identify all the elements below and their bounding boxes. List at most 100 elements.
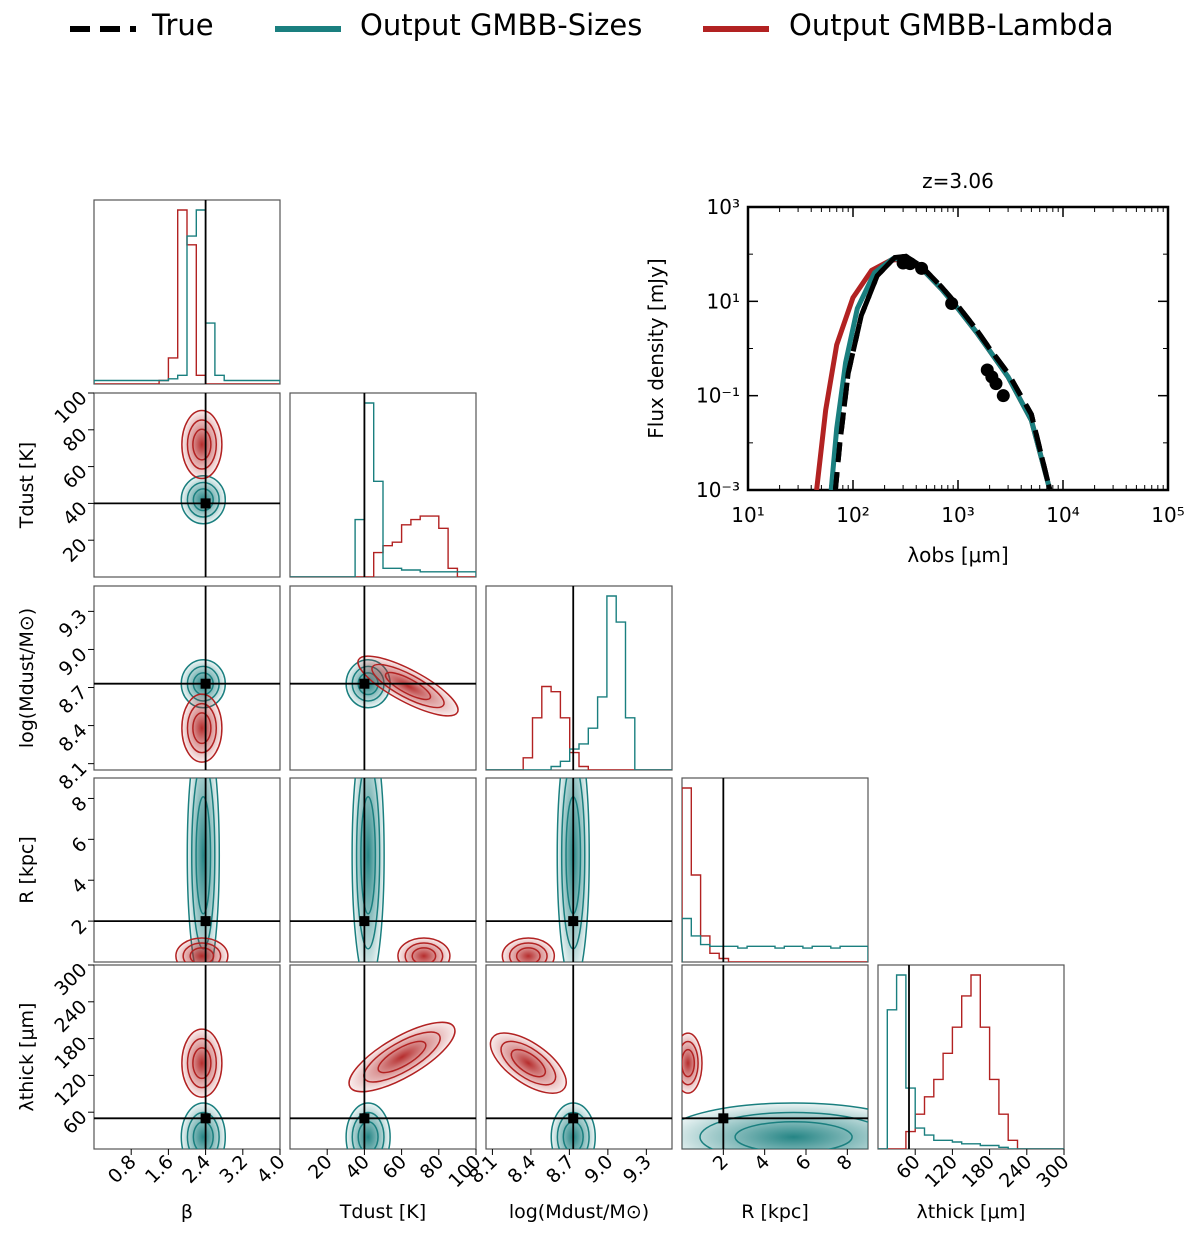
contour-sizes-beta-lthick-contour [180, 1102, 227, 1149]
contour-lambda-tdust-r-contour [397, 937, 451, 962]
panel-1-3 [290, 778, 476, 962]
xtick-label-lthick: 240 [995, 1151, 1036, 1192]
panel-2-2 [486, 586, 672, 770]
contour-lambda-tdust-r-fill [397, 938, 450, 962]
panel-0-2 [94, 586, 280, 770]
sed-ytick-label: 10⁻¹ [696, 384, 740, 408]
panel-3-3 [682, 778, 868, 962]
sed-data-point [989, 377, 1003, 391]
contour-lambda-mdust-r-contour [515, 947, 541, 962]
sed-data-point [903, 257, 917, 271]
ytick-label-lthick: 120 [50, 1069, 91, 1110]
hist-sizes-beta [94, 209, 280, 384]
ytick-label-tdust: 80 [59, 424, 92, 457]
panel-frame-beta-mdust [93, 585, 281, 771]
sed-series-output-gmbb-sizes [828, 256, 1053, 490]
xtick-label-r: 4 [750, 1151, 774, 1175]
ytick-label-r: 6 [67, 833, 91, 857]
panel-1-1 [290, 393, 476, 577]
hist-sizes-mdust [486, 595, 672, 770]
sed-series-output-gmbb-lambda [814, 256, 1053, 490]
contour-lambda-beta-r-contour [189, 947, 215, 962]
ytick-label-r: 2 [67, 915, 91, 939]
sed-ytick-label: 10³ [707, 195, 740, 219]
contour-sizes-r-lthick-fill [682, 1103, 868, 1149]
contour-lambda-tdust-mdust-contour [384, 671, 432, 701]
sed-xtick-label: 10⁴ [1046, 503, 1079, 527]
xlabel-r: R [kpc] [741, 1201, 809, 1223]
sed-data-point [915, 261, 929, 275]
contour-sizes-tdust-r-contour [355, 778, 381, 950]
ytick-label-tdust: 40 [59, 497, 92, 530]
hist-sizes-lthick [878, 974, 1064, 1149]
contour-lambda-mdust-lthick-contour [500, 1040, 557, 1086]
xtick-label-r: 8 [833, 1151, 857, 1175]
xtick-label-beta: 0.8 [104, 1151, 141, 1188]
contour-sizes-tdust-r-contour [351, 778, 385, 962]
contour-sizes-beta-r-contour [186, 778, 221, 962]
panel-2-4 [486, 965, 672, 1149]
panel-frame-tdust-mdust [289, 585, 477, 771]
contour-lambda-beta-lthick-contour [181, 1028, 223, 1098]
truth-marker [359, 916, 370, 927]
ytick-label-r: 8 [67, 792, 91, 816]
truth-marker [200, 916, 211, 927]
panel-2-3 [486, 778, 672, 962]
ytick-label-mdust: 8.7 [55, 681, 92, 718]
panel-frame-tdust-r [289, 777, 477, 963]
contour-sizes-beta-tdust-contour [192, 488, 214, 512]
ytick-label-r: 4 [67, 874, 91, 898]
xtick-label-mdust: 8.4 [504, 1151, 541, 1188]
contour-lambda-mdust-lthick-fill [490, 1033, 567, 1094]
sed-ylabel: Flux density [mJy] [644, 258, 668, 438]
xtick-label-tdust: 20 [304, 1151, 337, 1184]
ytick-label-mdust: 9.3 [55, 605, 92, 642]
sed-data-point [996, 389, 1010, 403]
contour-lambda-beta-tdust-contour [186, 419, 218, 470]
xlabel-beta: β [181, 1201, 193, 1223]
panel-0-0 [94, 200, 280, 384]
legend-lambda-label: Output GMBB-Lambda [789, 8, 1114, 42]
truth-marker [200, 1113, 211, 1124]
contour-lambda-mdust-lthick-contour [510, 1048, 547, 1078]
sed-ytick-label: 10⁻³ [696, 478, 740, 502]
xtick-label-lthick: 60 [892, 1151, 925, 1184]
contour-lambda-tdust-lthick-contour [348, 1021, 456, 1093]
truth-marker [200, 498, 211, 509]
ytick-label-tdust: 20 [59, 534, 92, 567]
truth-marker [359, 678, 370, 689]
truth-marker [359, 1113, 370, 1124]
contour-lambda-r-lthick-contour [682, 1032, 703, 1094]
hist-lambda-tdust [290, 515, 476, 577]
legend-true-swatch [70, 26, 136, 32]
hist-frame-beta [93, 199, 281, 385]
contour-lambda-r-lthick-contour [682, 1048, 696, 1078]
panel-1-2 [290, 586, 476, 770]
legend-sizes-label: Output GMBB-Sizes [360, 8, 643, 42]
sed-xlabel: λobs [μm] [907, 543, 1008, 567]
contour-lambda-beta-mdust-contour [186, 702, 218, 754]
legend-sizes-swatch [275, 26, 341, 32]
sed-plot-frame [746, 205, 1170, 492]
truth-marker [568, 1113, 579, 1124]
contour-lambda-tdust-r-contour [411, 947, 437, 962]
contour-sizes-r-lthick-contour [734, 1120, 853, 1149]
contour-lambda-beta-r-contour [175, 937, 229, 962]
contour-lambda-tdust-mdust-fill [357, 656, 459, 716]
contour-lambda-beta-tdust-contour [181, 409, 223, 480]
xtick-label-beta: 3.2 [215, 1151, 252, 1188]
sed-ytick-label: 10¹ [707, 289, 740, 313]
contour-sizes-tdust-lthick-contour [345, 1102, 391, 1149]
sed-xtick-label: 10³ [941, 503, 974, 527]
truth-marker [568, 916, 579, 927]
contour-lambda-r-lthick-contour [682, 1040, 699, 1086]
truth-marker [718, 1113, 729, 1124]
xtick-label-mdust: 9.0 [580, 1151, 617, 1188]
contour-sizes-beta-lthick-contour [186, 1111, 220, 1149]
xlabel-mdust: log(Mdust/M⊙) [509, 1201, 649, 1223]
contour-sizes-r-lthick-contour [699, 1111, 868, 1149]
hist-lambda-r [682, 787, 868, 962]
xtick-label-beta: 1.6 [141, 1151, 178, 1188]
xlabel-lthick: λthick [μm] [917, 1201, 1026, 1223]
